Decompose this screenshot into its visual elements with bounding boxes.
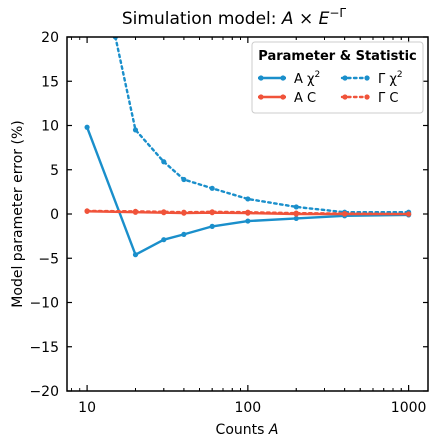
- legend: Parameter & Statistic A χ2A CΓ χ2Γ C: [251, 41, 424, 114]
- data-point: [293, 215, 299, 222]
- data-point: [132, 252, 139, 258]
- legend-box: [251, 41, 424, 114]
- legend-label-main: A χ: [294, 72, 315, 87]
- y-tick-label: −15: [29, 340, 59, 356]
- data-point: [406, 211, 412, 217]
- series-line: [85, 126, 409, 256]
- legend-label-main: Γ C: [378, 91, 398, 106]
- data-point: [209, 223, 215, 229]
- series-3: [112, 37, 412, 215]
- legend-title: Parameter & Statistic: [258, 49, 416, 64]
- legend-swatch-marker: [342, 94, 348, 100]
- x-axis-label-math: A: [268, 422, 279, 438]
- data-point: [293, 210, 299, 216]
- chart-title-superscript: −Γ: [329, 6, 346, 20]
- chart-title: Simulation model: A × E−Γ: [122, 6, 347, 29]
- data-point: [181, 231, 187, 237]
- x-axis-label-text: Counts: [216, 422, 269, 438]
- legend-label-main: Γ χ: [378, 72, 397, 87]
- data-point: [181, 176, 187, 183]
- legend-swatch-marker: [280, 94, 286, 100]
- legend-entry: A χ2: [258, 70, 320, 87]
- legend-label: A χ2: [294, 70, 320, 87]
- x-axis-label: Counts A: [216, 422, 279, 438]
- y-tick-label: 15: [41, 74, 59, 90]
- legend-swatch-marker: [258, 94, 264, 100]
- plot-frame: [66, 36, 429, 392]
- chart-title-prefix: Simulation model:: [122, 9, 282, 29]
- y-tick-label: −5: [38, 251, 59, 267]
- y-tick-label: 5: [50, 163, 59, 179]
- y-tick-label: −10: [29, 296, 59, 312]
- legend-label-sup: 2: [397, 70, 403, 80]
- legend-swatch-marker: [280, 75, 286, 81]
- legend-label: Γ C: [378, 91, 398, 106]
- data-point: [245, 209, 251, 215]
- y-axis-label: Model parameter error (%): [10, 120, 26, 307]
- x-tick-label: 10: [78, 400, 96, 416]
- y-tick-label: −20: [29, 384, 59, 400]
- data-point: [245, 218, 251, 224]
- legend-entry: Γ χ2: [340, 70, 403, 87]
- data-point: [181, 209, 187, 215]
- data-point: [84, 208, 90, 214]
- series-1: [84, 124, 412, 258]
- legend-label-sup: 2: [315, 70, 321, 80]
- data-point: [342, 210, 348, 217]
- legend-swatch-marker: [364, 75, 370, 81]
- y-tick-label: 10: [41, 119, 59, 135]
- series-layer: [84, 37, 412, 258]
- y-tick-label: 20: [41, 30, 59, 46]
- data-point: [84, 124, 90, 130]
- series-4: [84, 208, 412, 217]
- data-point: [161, 159, 167, 165]
- legend-label-main: A C: [294, 91, 316, 106]
- x-tick-label: 1000: [391, 400, 427, 416]
- x-axis-ticks: 10 100 1000: [71, 37, 427, 416]
- legend-label: A C: [294, 91, 316, 106]
- legend-label: Γ χ2: [378, 70, 403, 87]
- data-point: [293, 204, 299, 210]
- legend-entry: A C: [258, 91, 316, 106]
- data-point: [161, 209, 167, 215]
- data-point: [209, 185, 215, 191]
- legend-swatch-marker: [342, 75, 348, 81]
- legend-swatch-marker: [364, 94, 370, 100]
- data-point: [132, 127, 139, 133]
- data-point: [161, 237, 167, 243]
- y-tick-label: 0: [50, 207, 59, 223]
- legend-swatch-marker: [258, 75, 264, 81]
- data-point: [245, 196, 251, 202]
- x-tick-label: 100: [234, 400, 261, 416]
- data-point: [209, 209, 215, 215]
- data-point: [132, 208, 139, 214]
- chart-title-math: A × E: [281, 9, 330, 29]
- legend-entry: Γ C: [340, 91, 398, 106]
- y-axis-ticks: −20 −15 −10 −5 0 5 10 15 20: [29, 30, 428, 400]
